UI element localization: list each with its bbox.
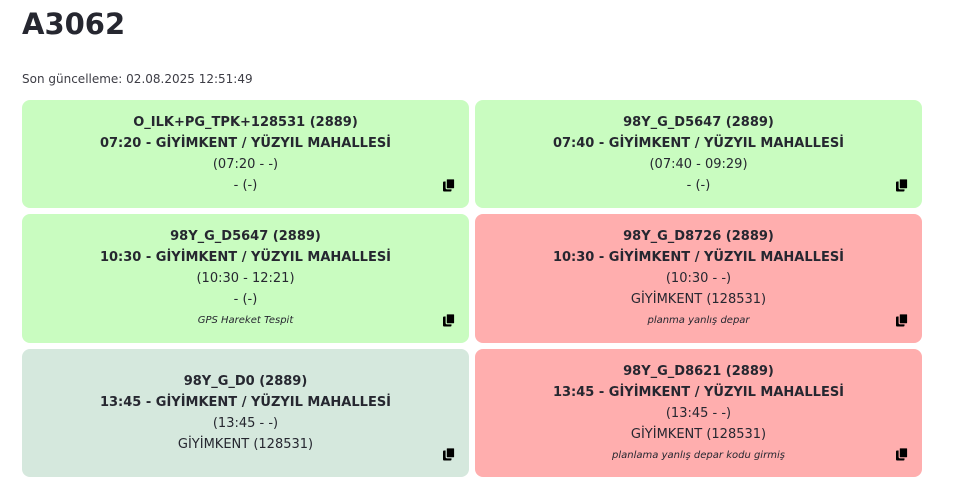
trip-times: (13:45 - -) [212,416,279,431]
trip-route: 07:20 - GİYİMKENT / YÜZYIL MAHALLESİ [99,136,392,151]
trip-location: - (-) [686,178,711,193]
trip-times: (13:45 - -) [665,406,732,421]
trip-note: planlama yanlış depar kodu girmiş [612,450,785,461]
trip-times: (07:20 - -) [212,157,279,172]
copy-icon[interactable] [442,313,456,327]
trip-code: 98Y_G_D8621 (2889) [623,364,774,379]
trip-route: 07:40 - GİYİMKENT / YÜZYIL MAHALLESİ [552,136,845,151]
trip-code: 98Y_G_D0 (2889) [183,374,308,389]
trip-card: 98Y_G_D0 (2889) 13:45 - GİYİMKENT / YÜZY… [22,349,469,477]
trip-route: 10:30 - GİYİMKENT / YÜZYIL MAHALLESİ [552,250,845,265]
trip-times: (10:30 - 12:21) [196,271,295,286]
trip-code: 98Y_G_D8726 (2889) [623,229,774,244]
page-title: A3062 [22,7,126,41]
trip-location: GİYİMKENT (128531) [630,427,767,442]
copy-icon[interactable] [895,178,909,192]
trip-location: GİYİMKENT (128531) [630,292,767,307]
trip-route: 10:30 - GİYİMKENT / YÜZYIL MAHALLESİ [99,250,392,265]
trip-times: (10:30 - -) [665,271,732,286]
trip-code: 98Y_G_D5647 (2889) [623,115,774,130]
trip-note: GPS Hareket Tespit [197,315,294,326]
trip-route: 13:45 - GİYİMKENT / YÜZYIL MAHALLESİ [99,395,392,410]
trip-card: 98Y_G_D5647 (2889) 07:40 - GİYİMKENT / Y… [475,100,922,208]
copy-icon[interactable] [895,313,909,327]
trip-card: O_ILK+PG_TPK+128531 (2889) 07:20 - GİYİM… [22,100,469,208]
trip-code: O_ILK+PG_TPK+128531 (2889) [133,115,358,130]
trip-card-grid: O_ILK+PG_TPK+128531 (2889) 07:20 - GİYİM… [22,100,922,477]
trip-location: GİYİMKENT (128531) [177,437,314,452]
trip-location: - (-) [233,292,258,307]
last-updated: Son güncelleme: 02.08.2025 12:51:49 [22,72,253,86]
trip-note: planma yanlış depar [647,315,750,326]
copy-icon[interactable] [442,447,456,461]
trip-location: - (-) [233,178,258,193]
trip-route: 13:45 - GİYİMKENT / YÜZYIL MAHALLESİ [552,385,845,400]
trip-card: 98Y_G_D8726 (2889) 10:30 - GİYİMKENT / Y… [475,214,922,343]
copy-icon[interactable] [442,178,456,192]
trip-card: 98Y_G_D8621 (2889) 13:45 - GİYİMKENT / Y… [475,349,922,477]
trip-code: 98Y_G_D5647 (2889) [170,229,321,244]
trip-card: 98Y_G_D5647 (2889) 10:30 - GİYİMKENT / Y… [22,214,469,343]
copy-icon[interactable] [895,447,909,461]
trip-times: (07:40 - 09:29) [649,157,748,172]
